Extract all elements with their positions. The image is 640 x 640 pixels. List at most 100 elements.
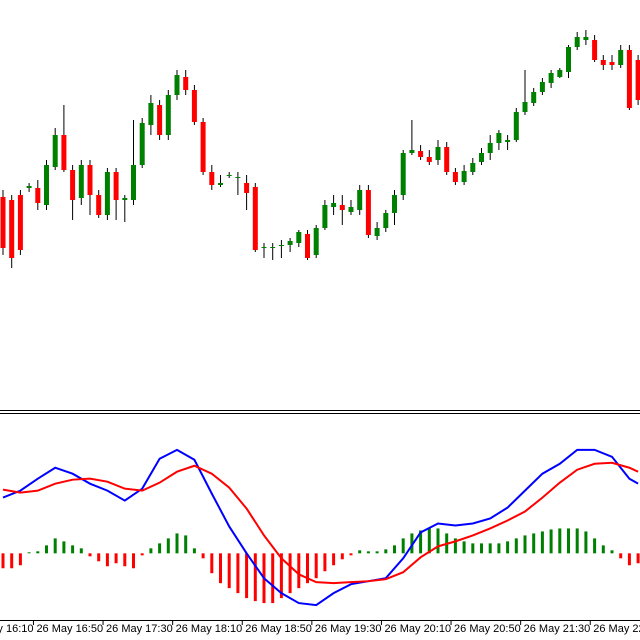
candle-body <box>96 195 102 215</box>
candle-body <box>191 90 197 122</box>
candle-body <box>574 37 580 47</box>
histogram-bar <box>18 553 22 566</box>
candle-body <box>17 195 23 250</box>
candle-body <box>70 170 76 200</box>
candle-body <box>174 75 180 95</box>
histogram-bar <box>62 541 66 554</box>
candle-body <box>548 73 554 83</box>
histogram-bar <box>184 535 188 554</box>
candle-body <box>600 60 606 65</box>
candle-body <box>435 147 441 160</box>
x-tick-label: 26 May 19:30 <box>315 623 382 635</box>
histogram-bar <box>366 551 370 554</box>
candle-body <box>452 172 458 182</box>
histogram-bar <box>549 529 553 554</box>
candle-body <box>609 62 615 65</box>
candle-body <box>44 165 49 205</box>
histogram-bar <box>532 533 536 554</box>
x-tick-label: 26 May 16:10 <box>0 623 34 635</box>
candle-body <box>183 77 189 90</box>
candle-body <box>409 150 415 153</box>
histogram-bar <box>584 531 588 554</box>
candle-body <box>305 234 310 258</box>
histogram-bar <box>27 552 31 554</box>
x-tick-label: 26 May 18:10 <box>176 623 243 635</box>
histogram-bar <box>558 528 562 554</box>
indicator-line <box>2 448 639 607</box>
histogram-bar <box>453 538 457 554</box>
candle-body <box>566 47 571 72</box>
candle-body <box>531 92 537 103</box>
candle-body <box>557 70 563 77</box>
candle-body <box>235 177 241 178</box>
histogram-bar <box>340 553 344 560</box>
candle-body <box>505 140 511 142</box>
histogram-bar <box>123 553 127 567</box>
histogram-bar <box>271 553 275 604</box>
candle-body <box>618 50 624 65</box>
candle-body <box>200 122 206 172</box>
candle-body <box>513 112 519 140</box>
candle-body <box>52 135 58 167</box>
histogram-bar <box>593 538 597 554</box>
histogram-bar <box>567 528 570 554</box>
histogram-bar <box>575 528 579 554</box>
candle-body <box>148 103 154 125</box>
histogram-bar <box>10 553 14 569</box>
histogram-bar <box>210 553 214 574</box>
histogram-bar <box>480 543 483 554</box>
histogram-bar <box>436 528 440 554</box>
candle-body <box>357 190 363 210</box>
histogram-bar <box>236 553 240 594</box>
histogram-bar <box>114 553 118 564</box>
histogram-bar <box>279 553 283 599</box>
candle-body <box>444 147 450 172</box>
histogram-bar <box>619 553 623 559</box>
histogram-bar <box>627 553 631 566</box>
histogram-bar <box>488 543 492 554</box>
histogram-bar <box>410 533 414 554</box>
candle-body <box>113 172 119 200</box>
histogram-bar <box>506 541 510 554</box>
x-tick-label: 26 May 22:10 <box>593 623 640 635</box>
histogram-bar <box>192 548 196 554</box>
histogram-bar <box>105 553 109 567</box>
candle-body <box>400 153 406 195</box>
candle-body <box>87 165 93 195</box>
candle-body <box>374 228 380 236</box>
candle-body <box>26 186 32 188</box>
x-tick-label: 26 May 17:30 <box>106 623 173 635</box>
candle-body <box>270 247 276 248</box>
candle-body <box>496 133 502 143</box>
x-tick-label: 26 May 20:50 <box>454 623 521 635</box>
histogram-bar <box>1 553 5 569</box>
candle-body <box>131 165 136 200</box>
histogram-bar <box>149 548 153 554</box>
histogram-bar <box>462 541 466 554</box>
histogram-bar <box>201 553 205 559</box>
candle-body <box>0 197 6 248</box>
candle-body <box>479 153 484 162</box>
histogram-bar <box>636 553 640 564</box>
candle-body <box>313 228 319 255</box>
candle-body <box>339 205 345 210</box>
candle-body <box>365 190 371 235</box>
candle-body <box>539 82 545 92</box>
candle-body <box>278 245 284 246</box>
candle-body <box>296 232 302 243</box>
histogram-bar <box>88 553 92 557</box>
histogram-bar <box>323 553 327 572</box>
candle-body <box>157 105 163 135</box>
histogram-bar <box>166 538 170 554</box>
histogram-bar <box>393 545 396 554</box>
candle-body <box>626 50 632 108</box>
histogram-bar <box>349 553 353 556</box>
candle-body <box>635 60 640 100</box>
histogram-bar <box>97 553 101 562</box>
candle-body <box>218 183 223 185</box>
candle-body <box>209 172 215 185</box>
histogram-bar <box>314 553 318 579</box>
candle-body <box>9 200 15 258</box>
candle-body <box>418 151 424 157</box>
